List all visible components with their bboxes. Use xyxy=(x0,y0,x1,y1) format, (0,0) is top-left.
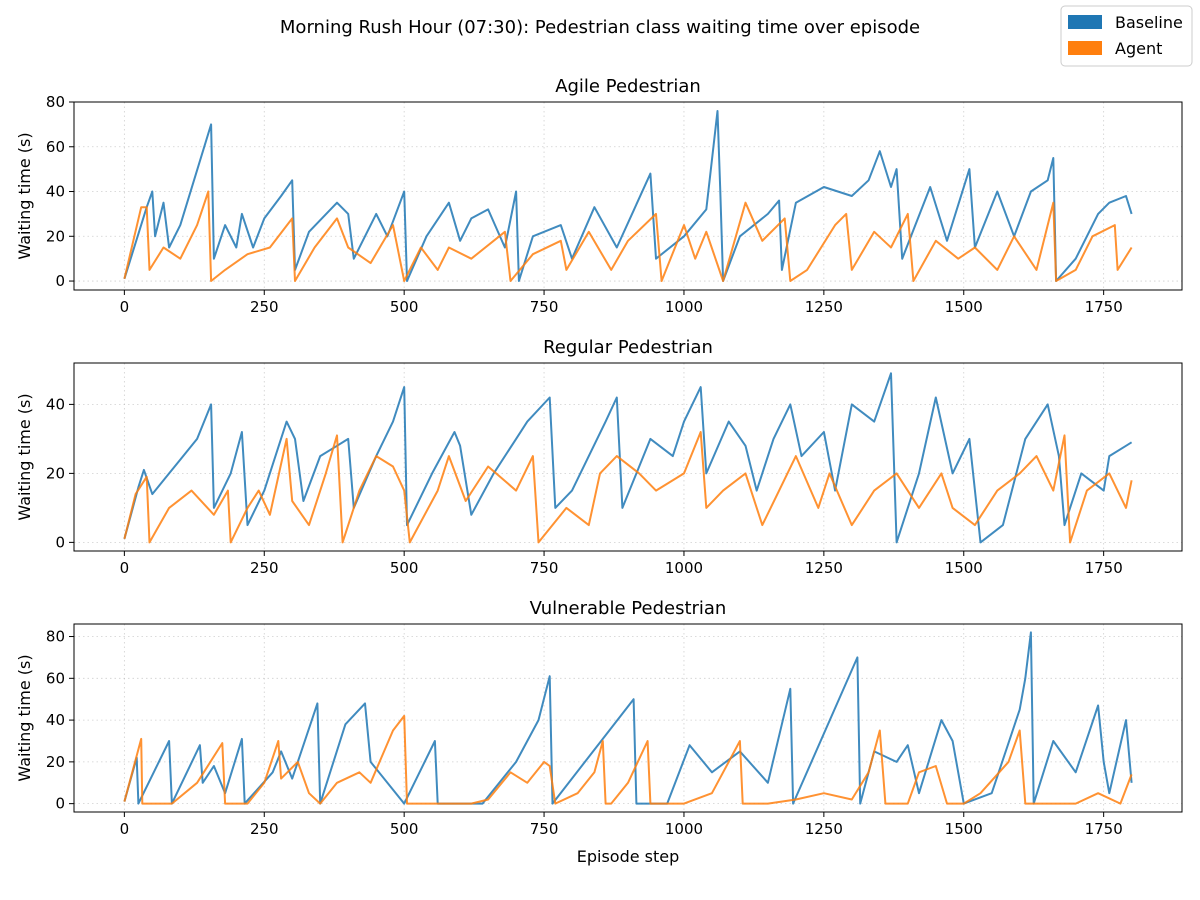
legend-swatch-baseline xyxy=(1068,15,1102,29)
axes-frame-agile xyxy=(73,101,1183,291)
y-tick-label: 80 xyxy=(46,628,65,646)
panel-vulnerable-pedestrian: Vulnerable Pedestrian Waiting time (s) E… xyxy=(15,598,1183,866)
y-tick-label: 20 xyxy=(46,464,65,482)
y-tick-label: 80 xyxy=(46,93,65,111)
x-tick-label: 750 xyxy=(530,820,559,838)
ylabel-agile: Waiting time (s) xyxy=(15,132,34,259)
x-tick-label: 1250 xyxy=(805,820,843,838)
y-tick-label: 40 xyxy=(46,711,65,729)
panel-title-vulnerable: Vulnerable Pedestrian xyxy=(530,598,727,619)
x-tick-label: 750 xyxy=(530,298,559,316)
y-tick-label: 0 xyxy=(55,272,65,290)
x-tick-label: 1500 xyxy=(945,559,983,577)
x-tick-label: 1000 xyxy=(665,820,703,838)
x-tick-label: 1750 xyxy=(1085,298,1123,316)
x-tick-label: 1000 xyxy=(665,559,703,577)
x-tick-label: 1750 xyxy=(1085,820,1123,838)
x-tick-label: 500 xyxy=(390,820,419,838)
x-tick-label: 1250 xyxy=(805,559,843,577)
x-tick-label: 1250 xyxy=(805,298,843,316)
x-tick-label: 0 xyxy=(120,298,130,316)
y-tick-label: 60 xyxy=(46,138,65,156)
legend-label-agent: Agent xyxy=(1115,39,1162,58)
figure-title: Morning Rush Hour (07:30): Pedestrian cl… xyxy=(280,17,920,38)
x-tick-label: 500 xyxy=(390,298,419,316)
y-tick-label: 0 xyxy=(55,533,65,551)
axes-frame-vulnerable xyxy=(73,623,1183,813)
y-tick-label: 40 xyxy=(46,395,65,413)
x-tick-label: 250 xyxy=(250,559,279,577)
axes-frame-regular xyxy=(73,362,1183,552)
x-tick-label: 0 xyxy=(120,820,130,838)
y-tick-label: 20 xyxy=(46,753,65,771)
x-tick-label: 250 xyxy=(250,298,279,316)
legend-label-baseline: Baseline xyxy=(1115,13,1183,32)
panel-title-regular: Regular Pedestrian xyxy=(543,337,713,358)
panel-regular-pedestrian: Regular Pedestrian Waiting time (s) 0 250… xyxy=(15,337,1183,577)
ylabel-regular: Waiting time (s) xyxy=(15,393,34,520)
y-tick-label: 60 xyxy=(46,669,65,687)
panel-agile-pedestrian: Agile Pedestrian Waiting time (s) 0 250 50… xyxy=(15,76,1183,316)
x-tick-label: 1750 xyxy=(1085,559,1123,577)
series-line-agent xyxy=(123,431,1133,544)
y-tick-label: 40 xyxy=(46,183,65,201)
x-tick-label: 500 xyxy=(390,559,419,577)
y-tick-label: 20 xyxy=(46,227,65,245)
series-line-agent xyxy=(123,190,1133,282)
x-tick-label: 1500 xyxy=(945,298,983,316)
ylabel-vulnerable: Waiting time (s) xyxy=(15,654,34,781)
series-line-baseline xyxy=(123,372,1133,544)
y-tick-label: 0 xyxy=(55,795,65,813)
x-tick-label: 1000 xyxy=(665,298,703,316)
x-tick-label: 250 xyxy=(250,820,279,838)
xlabel-episode-step: Episode step xyxy=(577,847,680,866)
panel-title-agile: Agile Pedestrian xyxy=(555,76,701,97)
x-tick-label: 750 xyxy=(530,559,559,577)
legend: Baseline Agent xyxy=(1060,5,1193,67)
series-line-baseline xyxy=(123,631,1133,805)
series-line-baseline xyxy=(123,110,1133,282)
series-line-agent xyxy=(123,714,1133,805)
x-tick-label: 1500 xyxy=(945,820,983,838)
x-tick-label: 0 xyxy=(120,559,130,577)
legend-swatch-agent xyxy=(1068,41,1102,55)
